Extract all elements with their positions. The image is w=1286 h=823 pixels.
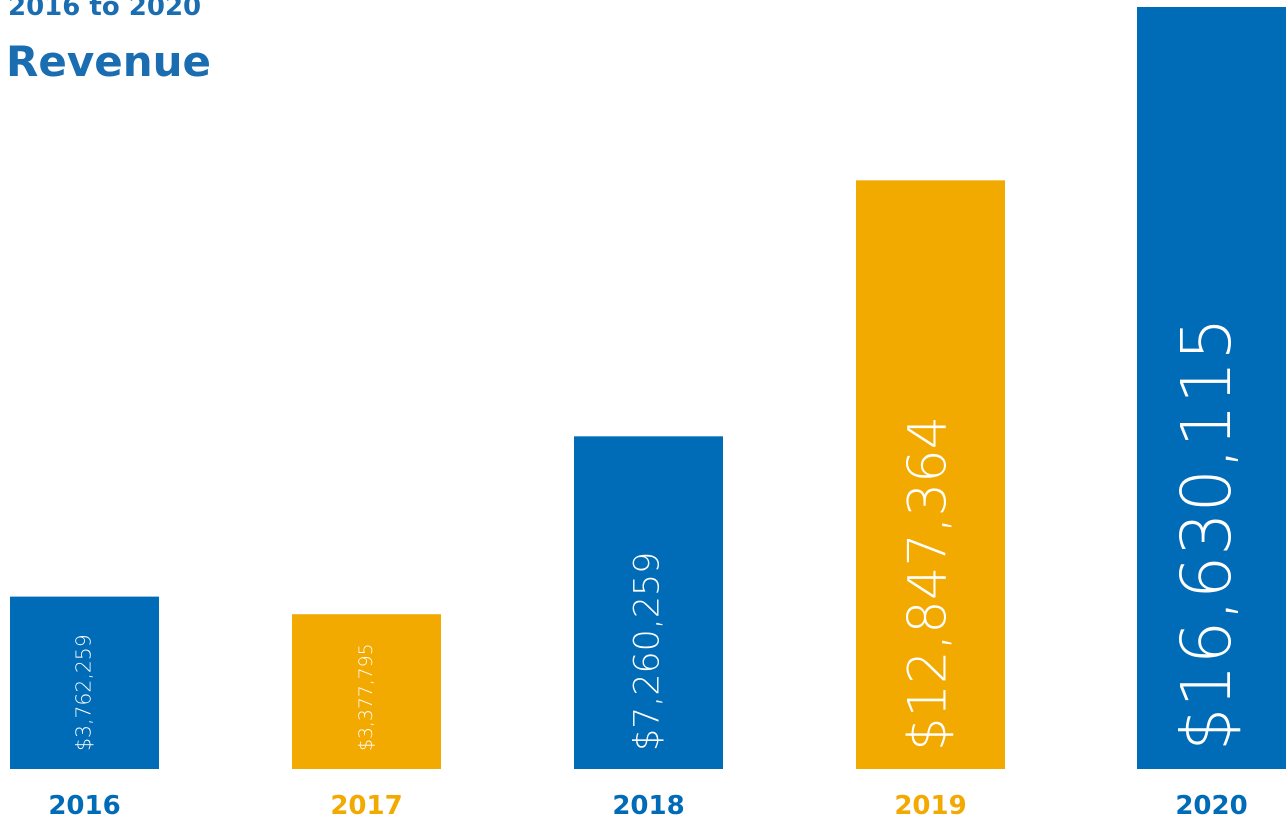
bar [574, 436, 723, 769]
bar [292, 614, 441, 769]
x-tick-label: 2019 [894, 791, 966, 821]
chart-title: Revenue [6, 37, 211, 86]
bar [856, 180, 1005, 769]
value-label: $7,260,259 [628, 552, 668, 751]
bar [10, 596, 159, 769]
x-tick-label: 2020 [1175, 791, 1247, 821]
x-tick-label: 2016 [48, 791, 120, 821]
bar [1137, 7, 1286, 769]
value-label: $16,630,115 [1168, 317, 1247, 751]
value-label: $3,762,259 [72, 634, 96, 751]
chart-subtitle: 2016 to 2020 [8, 0, 201, 22]
value-label: $3,377,795 [356, 643, 377, 751]
x-tick-label: 2017 [330, 791, 402, 821]
x-tick-label: 2018 [612, 791, 684, 821]
value-label: $12,847,364 [897, 416, 958, 751]
